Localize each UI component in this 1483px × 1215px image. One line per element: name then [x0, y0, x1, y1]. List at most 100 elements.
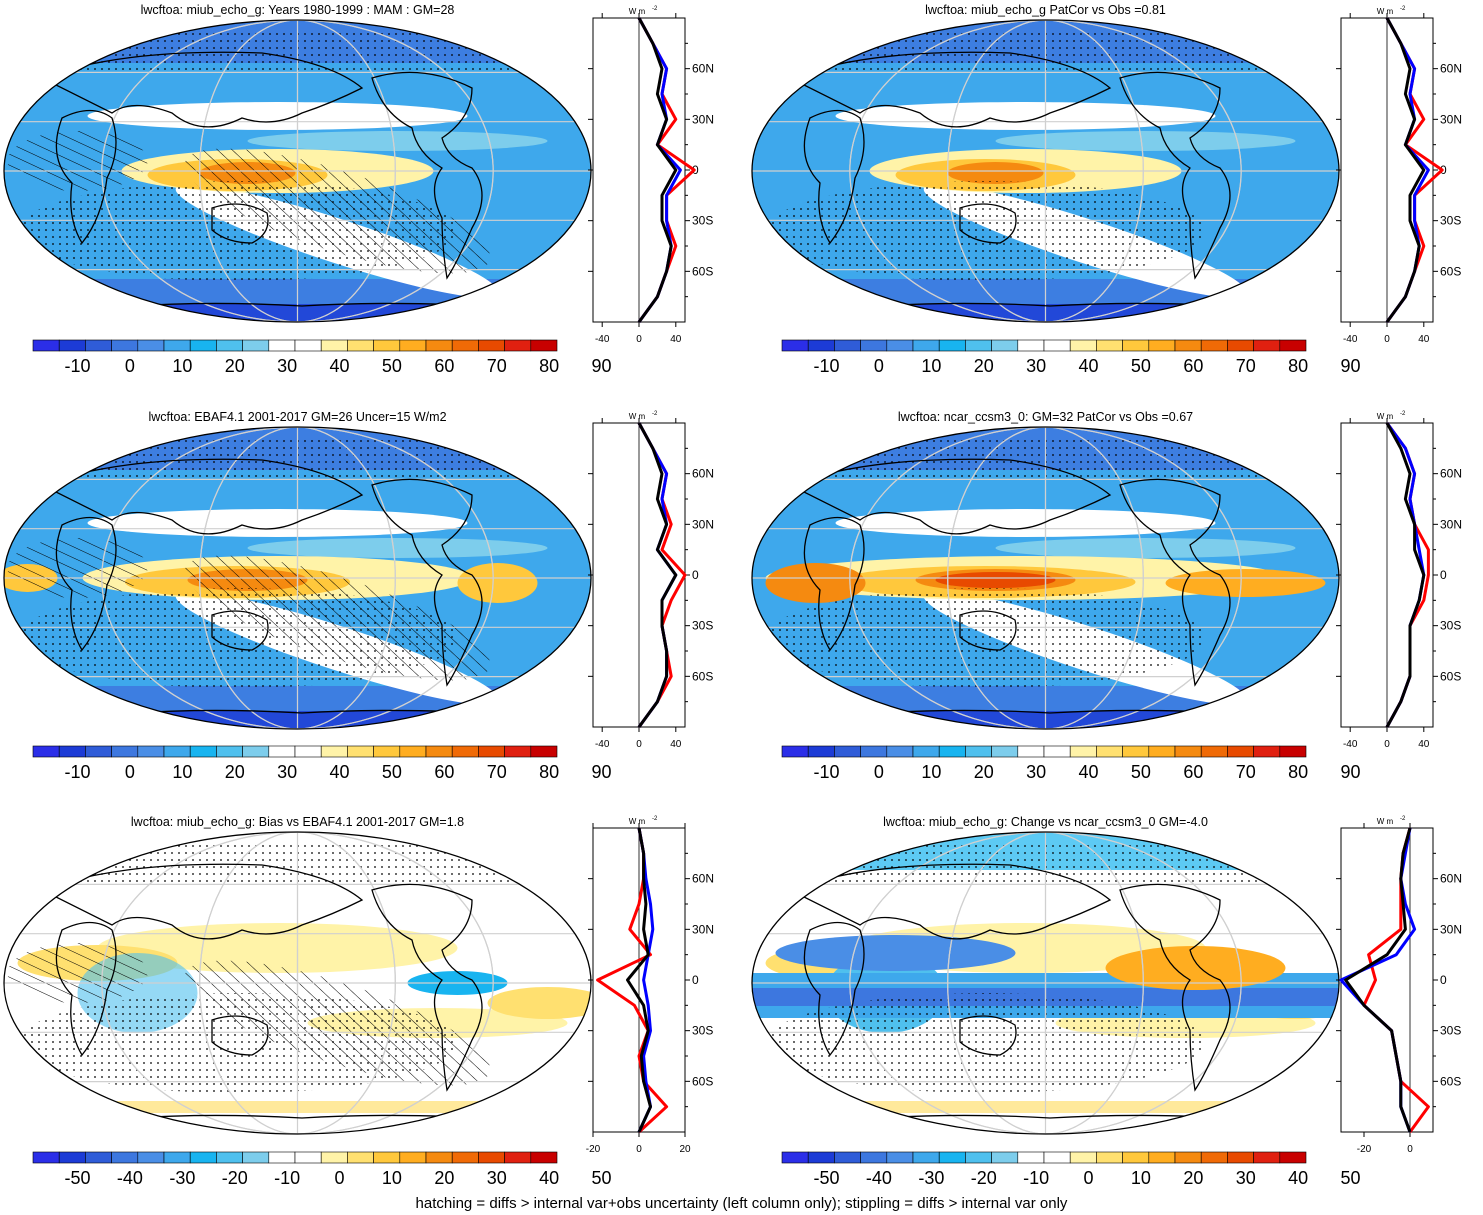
colorbar-swatch [1227, 339, 1254, 352]
global-map [751, 426, 1340, 730]
panel-title: lwcftoa: miub_echo_g: Change vs ncar_ccs… [883, 815, 1208, 829]
colorbar-label: 20 [225, 762, 245, 782]
panel-title: lwcftoa: miub_echo_g: Years 1980-1999 : … [140, 3, 455, 17]
y-tick-label: 30N [692, 517, 714, 531]
x-tick-label: 40 [670, 334, 682, 345]
zonal-series-line [637, 422, 678, 728]
units-superscript: -2 [652, 816, 658, 822]
colorbar-swatch [1069, 745, 1097, 758]
colorbar-swatch [347, 339, 374, 352]
colorbar-swatch [965, 1151, 992, 1164]
colorbar-swatch [1174, 1151, 1202, 1164]
colorbar-swatch [478, 339, 505, 352]
colorbar-swatch [478, 745, 505, 758]
plot-frame [1340, 827, 1434, 1133]
colorbar-swatch [58, 339, 86, 352]
panel-title: lwcftoa: miub_echo_g: Bias vs EBAF4.1 20… [130, 815, 465, 829]
colorbar: -10 0 10 20 30 40 50 60 70 80 90 [32, 745, 612, 782]
colorbar-swatch [1017, 1151, 1045, 1164]
x-tick-label: -40 [595, 739, 610, 750]
colorbar-swatch [1122, 339, 1150, 352]
y-tick-label: 60N [1440, 872, 1462, 886]
colorbar-swatch [399, 745, 427, 758]
units-superscript: -2 [652, 411, 658, 417]
y-tick-label: 60N [692, 467, 714, 481]
colorbar-label: 0 [125, 356, 135, 376]
colorbar-label: 70 [1236, 356, 1256, 376]
colorbar-swatch [216, 1151, 243, 1164]
y-tick-label: 30S [1440, 214, 1461, 228]
y-tick-label: 60S [692, 1074, 713, 1088]
colorbar-swatch [807, 339, 835, 352]
colorbar-label: 40 [1288, 1168, 1308, 1188]
colorbar-swatch [399, 339, 427, 352]
x-tick-label: 0 [636, 739, 642, 750]
colorbar-swatch [1096, 1151, 1123, 1164]
colorbar-swatch [530, 745, 558, 758]
colorbar-swatch [216, 339, 243, 352]
colorbar-label: 10 [382, 1168, 402, 1188]
colorbar-swatch [347, 1151, 374, 1164]
x-tick-label: 0 [1384, 334, 1390, 345]
y-tick-label: 30S [1440, 619, 1461, 633]
colorbar-swatch [242, 339, 270, 352]
colorbar-swatch [781, 1151, 809, 1164]
colorbar-swatch [425, 1151, 453, 1164]
x-tick-label: 40 [670, 739, 682, 750]
colorbar-swatch [268, 745, 296, 758]
colorbar-label: 60 [434, 356, 454, 376]
colorbar: -10 0 10 20 30 40 50 60 70 80 90 [32, 339, 612, 376]
colorbar-swatch [1174, 745, 1202, 758]
figure-caption: hatching = diffs > internal var+obs unce… [415, 1195, 1068, 1212]
colorbar-swatch [1148, 1151, 1176, 1164]
colorbar-swatch [860, 745, 888, 758]
units-label: W m [1377, 817, 1394, 826]
colorbar-swatch [425, 339, 453, 352]
colorbar-swatch [163, 745, 191, 758]
colorbar-label: 20 [974, 762, 994, 782]
colorbar-swatch [137, 1151, 165, 1164]
x-tick-label: -40 [1343, 739, 1358, 750]
colorbar-swatch [834, 745, 861, 758]
colorbar: -10 0 10 20 30 40 50 60 70 80 90 [781, 745, 1361, 782]
colorbar-swatch [1253, 1151, 1281, 1164]
colorbar-swatch [504, 745, 532, 758]
colorbar-label: 30 [277, 356, 297, 376]
colorbar: -50 -40 -30 -20 -10 0 10 20 30 40 50 [32, 1151, 612, 1188]
x-tick-label: 20 [679, 1144, 691, 1155]
colorbar-swatch [399, 1151, 427, 1164]
colorbar-swatch [111, 1151, 139, 1164]
colorbar-label: -30 [169, 1168, 195, 1188]
zonal-series-line [1339, 827, 1417, 1133]
colorbar-swatch [1200, 339, 1228, 352]
colorbar-swatch [1253, 339, 1281, 352]
colorbar-swatch [991, 339, 1019, 352]
colorbar-swatch [32, 339, 60, 352]
colorbar-label: 70 [487, 762, 507, 782]
panel-title: lwcftoa: miub_echo_g PatCor vs Obs =0.81 [925, 3, 1166, 17]
colorbar-swatch [373, 745, 401, 758]
colorbar-label: 50 [1341, 1168, 1361, 1188]
colorbar-label: -20 [971, 1168, 997, 1188]
x-tick-label: -40 [595, 334, 610, 345]
y-tick-label: 30S [1440, 1024, 1461, 1038]
y-tick-label: 30N [1440, 517, 1462, 531]
colorbar-label: 10 [921, 762, 941, 782]
colorbar-swatch [938, 745, 966, 758]
x-tick-label: -40 [1343, 334, 1358, 345]
colorbar-label: -10 [65, 762, 91, 782]
colorbar-label: 20 [225, 356, 245, 376]
colorbar-label: 40 [1079, 762, 1099, 782]
global-map [3, 426, 592, 730]
colorbar-swatch [58, 745, 86, 758]
colorbar-label: 80 [1288, 762, 1308, 782]
colorbar-label: 30 [1236, 1168, 1256, 1188]
colorbar-swatch [1148, 339, 1176, 352]
colorbar-swatch [834, 339, 861, 352]
colorbar-swatch [1096, 745, 1123, 758]
colorbar-label: 0 [1084, 1168, 1094, 1188]
colorbar: -50 -40 -30 -20 -10 0 10 20 30 40 50 [781, 1151, 1361, 1188]
colorbar-swatch [320, 745, 348, 758]
colorbar-swatch [320, 1151, 348, 1164]
colorbar-swatch [912, 1151, 940, 1164]
